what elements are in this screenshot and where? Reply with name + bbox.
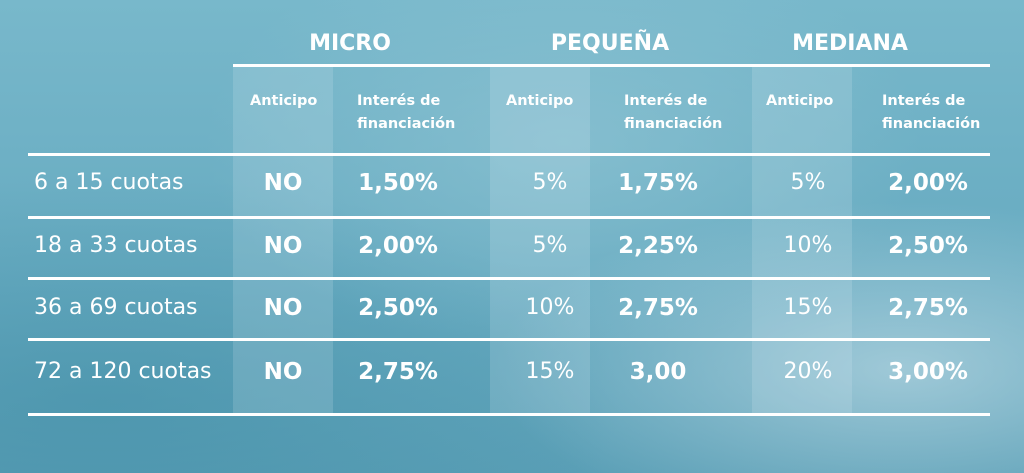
subheader-line: financiación <box>624 116 723 132</box>
subheader-interes-mediana: Interés de financiación <box>882 90 980 136</box>
subheader-interes-pequena: Interés de financiación <box>624 90 722 136</box>
subheader-line: Interés de <box>357 93 441 109</box>
cell-mediana-anticipo: 15% <box>783 295 833 320</box>
subheader-line: financiación <box>882 116 981 132</box>
cell-micro-interes: 2,00% <box>358 233 438 259</box>
cell-pequena-anticipo: 5% <box>532 233 568 258</box>
group-title-micro: MICRO <box>309 31 391 56</box>
group-title-mediana: MEDIANA <box>792 31 908 56</box>
subheader-anticipo-mediana: Anticipo <box>766 93 834 109</box>
cell-micro-anticipo: NO <box>263 170 303 196</box>
header-rule <box>233 64 990 67</box>
row-divider <box>28 216 990 219</box>
table-bottom-rule <box>28 413 990 416</box>
cell-micro-interes: 2,50% <box>358 295 438 321</box>
cell-pequena-anticipo: 5% <box>532 170 568 195</box>
column-shade-micro-anticipo <box>233 65 333 415</box>
row-divider <box>28 338 990 341</box>
cell-pequena-anticipo: 10% <box>525 295 575 320</box>
cell-pequena-interes: 2,25% <box>618 233 698 259</box>
cell-micro-interes: 1,50% <box>358 170 438 196</box>
cell-mediana-anticipo: 5% <box>790 170 826 195</box>
column-shade-pequena-anticipo <box>490 65 590 415</box>
row-label: 6 a 15 cuotas <box>34 170 184 195</box>
cell-mediana-interes: 3,00% <box>888 359 968 385</box>
cell-pequena-interes: 1,75% <box>618 170 698 196</box>
cell-pequena-anticipo: 15% <box>525 359 575 384</box>
row-divider <box>28 153 990 156</box>
subheader-line: financiación <box>357 116 456 132</box>
cell-pequena-interes: 2,75% <box>618 295 698 321</box>
subheader-line: Interés de <box>882 93 966 109</box>
cell-mediana-anticipo: 10% <box>783 233 833 258</box>
row-label: 36 a 69 cuotas <box>34 295 198 320</box>
cell-micro-anticipo: NO <box>263 233 303 259</box>
subheader-anticipo-pequena: Anticipo <box>506 93 574 109</box>
cell-mediana-interes: 2,75% <box>888 295 968 321</box>
subheader-interes-micro: Interés de financiación <box>357 90 455 136</box>
row-label: 18 a 33 cuotas <box>34 233 198 258</box>
cell-mediana-anticipo: 20% <box>783 359 833 384</box>
cell-pequena-interes: 3,00 <box>629 359 687 385</box>
row-label: 72 a 120 cuotas <box>34 359 212 384</box>
column-shade-mediana-anticipo <box>752 65 852 415</box>
cell-micro-anticipo: NO <box>263 359 303 385</box>
cell-mediana-interes: 2,00% <box>888 170 968 196</box>
row-divider <box>28 277 990 280</box>
cell-mediana-interes: 2,50% <box>888 233 968 259</box>
subheader-anticipo-micro: Anticipo <box>250 93 318 109</box>
subheader-line: Interés de <box>624 93 708 109</box>
cell-micro-anticipo: NO <box>263 295 303 321</box>
cell-micro-interes: 2,75% <box>358 359 438 385</box>
group-title-pequena: PEQUEÑA <box>550 31 670 56</box>
